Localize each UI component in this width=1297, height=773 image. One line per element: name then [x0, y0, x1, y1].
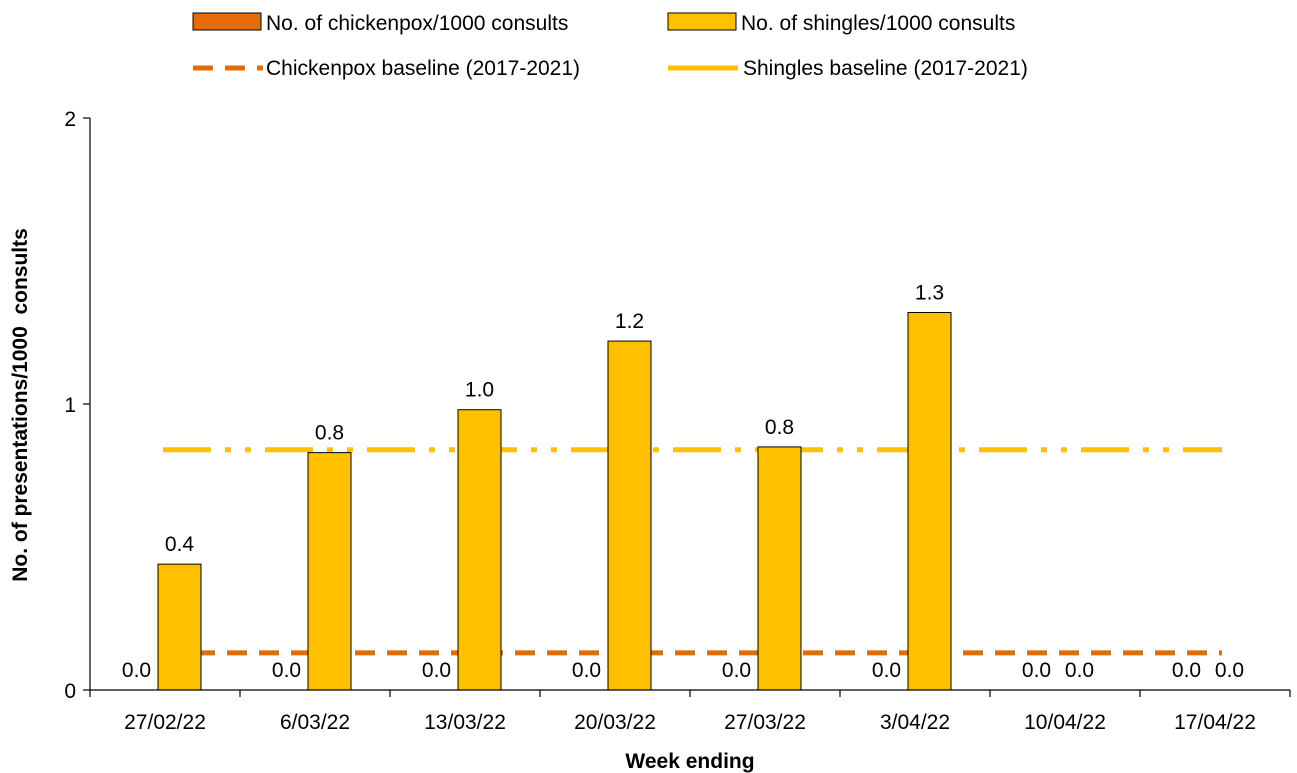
bar-2-5 [757, 446, 802, 691]
bars [157, 311, 952, 691]
data-label-2-6: 1.3 [915, 281, 944, 304]
y-tick-label-3: 2 [64, 108, 76, 131]
bar-2-4 [607, 340, 652, 691]
legend-label-2: No. of shingles/1000 consults [741, 12, 1015, 35]
data-label-1-8: 0.0 [1172, 659, 1201, 682]
x-tick-label-7: 10/04/22 [1024, 711, 1106, 734]
data-label-2-4: 1.2 [615, 310, 644, 333]
data-label-2-8: 0.0 [1215, 659, 1244, 682]
data-label-2-7: 0.0 [1065, 659, 1094, 682]
legend-label-4: Shingles baseline (2017-2021) [743, 57, 1028, 80]
bar-2-3 [457, 409, 502, 691]
x-axis-title: Week ending [625, 750, 754, 773]
x-tick-label-3: 13/03/22 [424, 711, 506, 734]
legend: No. of chickenpox/1000 consults No. of sh… [192, 12, 1028, 80]
legend-label-1: No. of chickenpox/1000 consults [266, 12, 568, 35]
axes: 0 1 2 27/02/22 6/03/22 13/03/22 20/03/22 27/03/… [64, 108, 1291, 734]
data-label-1-6: 0.0 [872, 659, 901, 682]
x-tick-label-5: 27/03/22 [724, 711, 806, 734]
x-tick-label-4: 20/03/22 [574, 711, 656, 734]
legend-swatch-2 [667, 12, 737, 31]
data-label-1-1: 0.0 [122, 659, 151, 682]
bar-2-1 [157, 563, 202, 691]
legend-label-3: Chickenpox baseline (2017-2021) [266, 57, 580, 80]
data-label-1-5: 0.0 [722, 659, 751, 682]
y-axis-title: No. of presentations/1000 consults [9, 228, 32, 582]
data-label-1-2: 0.0 [272, 659, 301, 682]
bar-2-2 [307, 452, 352, 691]
x-tick-label-8: 17/04/22 [1174, 711, 1256, 734]
x-tick-label-6: 3/04/22 [880, 711, 950, 734]
x-tick-label-1: 27/02/22 [124, 711, 206, 734]
data-label-2-1: 0.4 [165, 533, 195, 556]
data-label-2-2: 0.8 [315, 422, 344, 445]
data-label-1-4: 0.0 [572, 659, 601, 682]
data-labels: 0.0 0.0 0.0 0.0 0.0 0.0 0.0 0.0 0.4 0.8 1.0 1.2 0.8 1… [122, 281, 1244, 682]
bar-2-6 [907, 311, 952, 691]
data-label-2-5: 0.8 [765, 416, 794, 439]
data-label-1-7: 0.0 [1022, 659, 1051, 682]
y-tick-label-2: 1 [64, 394, 76, 417]
y-tick-label-1: 0 [64, 680, 76, 703]
data-label-2-3: 1.0 [465, 379, 494, 402]
x-tick-label-2: 6/03/22 [280, 711, 350, 734]
legend-swatch-1 [192, 12, 262, 31]
data-label-1-3: 0.0 [422, 659, 451, 682]
